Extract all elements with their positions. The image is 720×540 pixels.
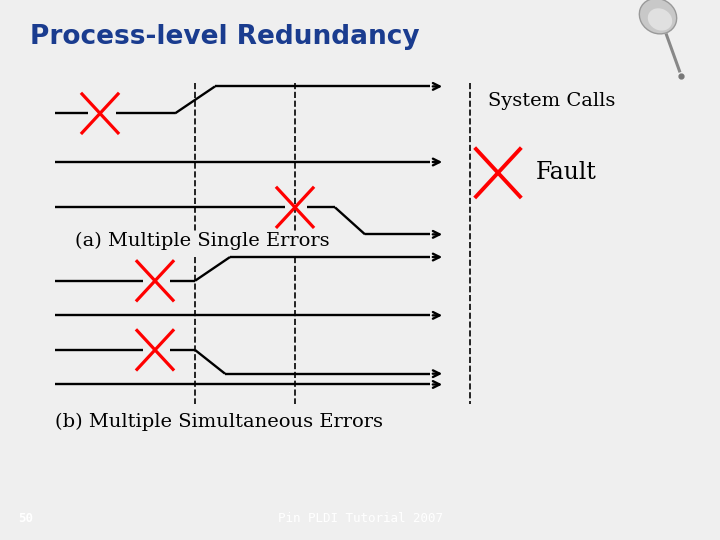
- Text: (a) Multiple Single Errors: (a) Multiple Single Errors: [75, 232, 330, 251]
- Ellipse shape: [648, 8, 672, 31]
- Ellipse shape: [639, 0, 677, 34]
- Text: 50: 50: [18, 512, 33, 525]
- Text: Fault: Fault: [536, 161, 597, 184]
- Text: System Calls: System Calls: [488, 92, 616, 110]
- Text: (b) Multiple Simultaneous Errors: (b) Multiple Simultaneous Errors: [55, 413, 383, 431]
- Text: Process-level Redundancy: Process-level Redundancy: [30, 24, 420, 50]
- Text: Pin PLDI Tutorial 2007: Pin PLDI Tutorial 2007: [277, 512, 443, 525]
